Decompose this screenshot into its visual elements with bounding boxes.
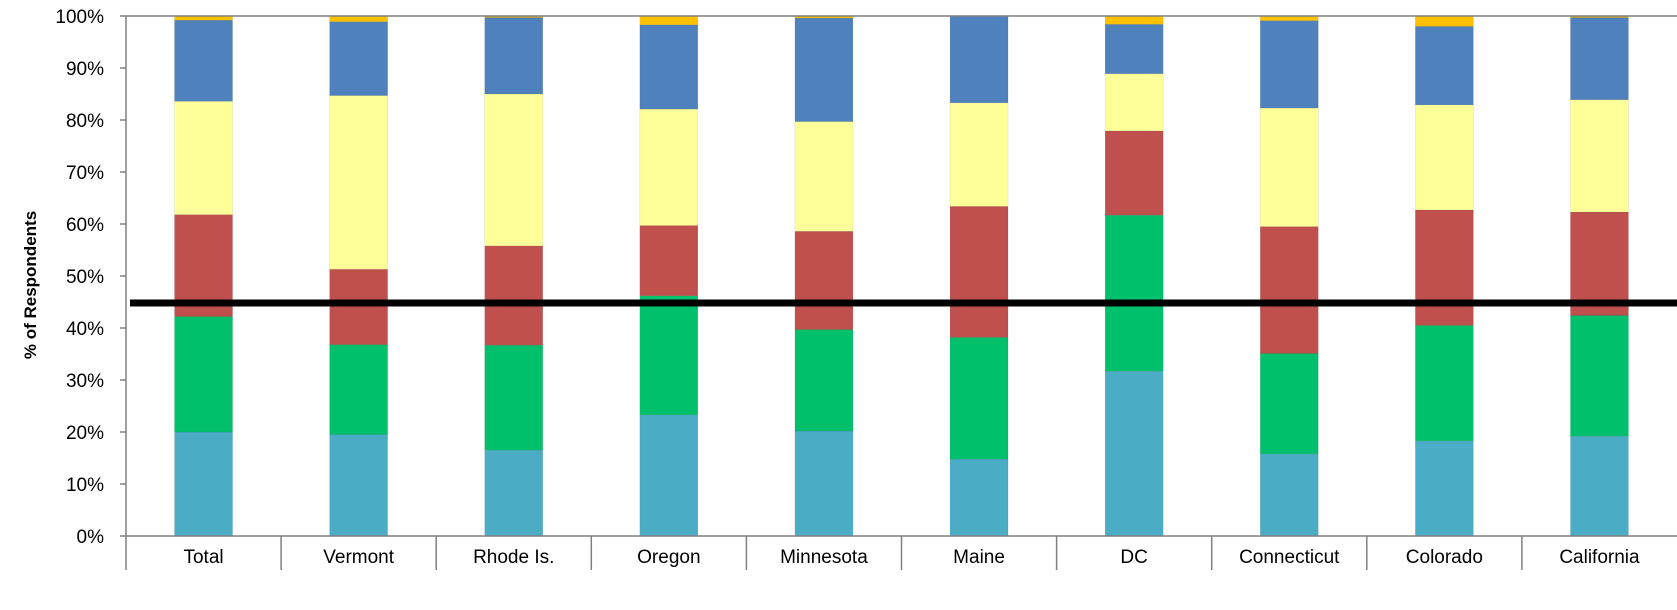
bar-segment: [949, 458, 1009, 537]
bar-segment: [329, 95, 388, 270]
bars: [174, 15, 1629, 537]
bar-segment: [1260, 453, 1319, 537]
bar-segment: [1570, 435, 1629, 537]
category-label: Maine: [953, 547, 1005, 568]
y-tick-label: 60%: [66, 215, 104, 236]
category-axis: Total Vermont Rhode Is. Oregon Minnesota Main…: [183, 536, 1640, 570]
bar-segment: [639, 225, 699, 297]
bar-segment: [949, 102, 1009, 207]
bar-stack: [1570, 15, 1629, 537]
bar-segment: [1104, 24, 1164, 74]
y-tick-label: 0%: [77, 527, 105, 548]
bar-segment: [174, 431, 233, 537]
bar-segment: [484, 245, 543, 346]
y-axis-ticks: 0% 10% 20% 30% 40% 50% 60% 70% 80% 90% 100%: [55, 7, 104, 548]
bar-stack: [329, 15, 388, 537]
bar-segment: [1415, 440, 1474, 537]
bar-segment: [1570, 17, 1629, 100]
bar-segment: [794, 430, 854, 537]
bar-stack: [794, 15, 854, 537]
bar-segment: [1104, 370, 1164, 537]
bar-segment: [1570, 99, 1629, 213]
bar-segment: [794, 329, 854, 432]
category-label: Oregon: [637, 547, 700, 568]
y-tick-label: 30%: [66, 371, 104, 392]
bar-segment: [484, 17, 543, 95]
bar-segment: [794, 121, 854, 232]
bar-segment: [1570, 315, 1629, 437]
y-tick-label: 70%: [66, 163, 104, 184]
bar-segment: [639, 295, 699, 416]
bar-segment: [329, 21, 388, 96]
bar-stack: [639, 15, 699, 537]
bar-stack: [949, 15, 1009, 537]
bar-segment: [174, 19, 233, 102]
y-tick-label: 20%: [66, 423, 104, 444]
y-tick-label: 40%: [66, 319, 104, 340]
bar-segment: [949, 337, 1009, 460]
bar-segment: [949, 206, 1009, 338]
bar-stack: [174, 15, 233, 537]
bar-segment: [794, 231, 854, 330]
bar-segment: [949, 15, 1009, 104]
category-label: DC: [1120, 547, 1147, 568]
bar-segment: [329, 434, 388, 537]
bar-segment: [639, 24, 699, 110]
bar-segment: [329, 344, 388, 435]
bar-segment: [1570, 211, 1629, 316]
category-label: Connecticut: [1239, 547, 1340, 568]
bar-segment: [174, 316, 233, 433]
y-tick-label: 50%: [66, 267, 104, 288]
category-label: Total: [183, 547, 223, 568]
bar-segment: [329, 15, 388, 22]
bar-segment: [1415, 26, 1474, 106]
bar-segment: [1104, 214, 1164, 372]
bar-segment: [1415, 15, 1474, 27]
bar-stack: [1260, 15, 1319, 537]
y-tick-label: 80%: [66, 111, 104, 132]
bar-segment: [1415, 209, 1474, 326]
y-tick-label: 10%: [66, 475, 104, 496]
bar-segment: [484, 93, 543, 247]
bar-segment: [329, 268, 388, 345]
bar-segment: [1260, 353, 1319, 455]
category-label: Rhode Is.: [473, 547, 554, 568]
bar-segment: [1415, 104, 1474, 211]
y-tick-label: 90%: [66, 59, 104, 80]
bar-segment: [484, 344, 543, 451]
y-tick-label: 100%: [55, 7, 104, 28]
bar-segment: [174, 101, 233, 215]
bar-segment: [639, 108, 699, 226]
bar-segment: [1260, 107, 1319, 227]
bar-stack: [484, 15, 543, 537]
category-label: Minnesota: [780, 547, 868, 568]
y-axis-label: % of Respondents: [21, 211, 40, 359]
bar-segment: [1260, 226, 1319, 354]
bar-segment: [639, 15, 699, 26]
bar-segment: [1104, 130, 1164, 216]
bar-segment: [639, 414, 699, 537]
bar-stack: [1415, 15, 1474, 537]
bar-segment: [1260, 20, 1319, 109]
bar-segment: [1104, 73, 1164, 132]
bar-segment: [484, 449, 543, 537]
bar-stack: [1104, 15, 1164, 537]
bar-segment: [794, 17, 854, 122]
category-label: California: [1559, 547, 1640, 568]
category-label: Colorado: [1406, 547, 1483, 568]
category-label: Vermont: [323, 547, 394, 568]
bar-segment: [1415, 325, 1474, 442]
bar-segment: [1104, 15, 1164, 25]
